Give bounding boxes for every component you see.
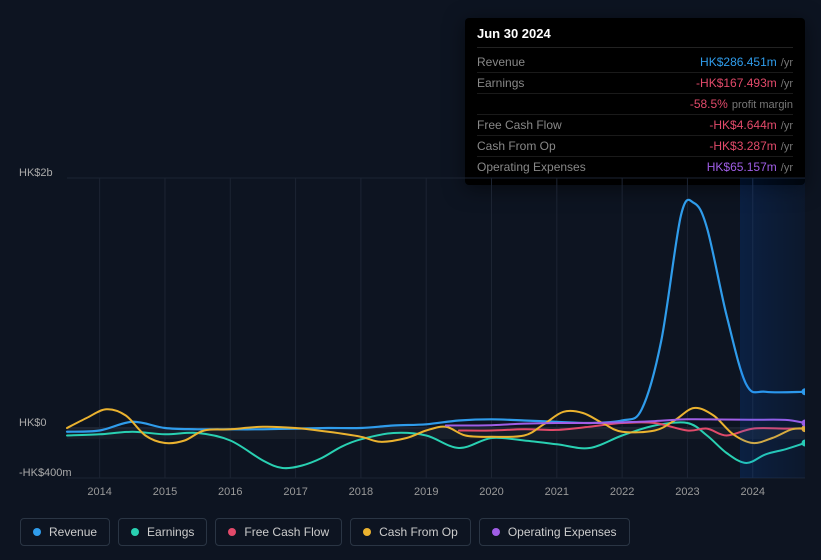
x-axis-label: 2023 xyxy=(675,486,699,498)
chart-area: HK$2bHK$0-HK$400m 2014201520162017201820… xyxy=(17,160,805,480)
legend-dot xyxy=(131,528,139,536)
legend-label: Free Cash Flow xyxy=(244,525,329,539)
x-axis-label: 2018 xyxy=(349,486,373,498)
tooltip-label: Earnings xyxy=(477,76,524,90)
series-revenue xyxy=(67,200,805,432)
legend-label: Earnings xyxy=(147,525,194,539)
legend-dot xyxy=(33,528,41,536)
x-axis-label: 2020 xyxy=(479,486,503,498)
legend-item-operating-expenses[interactable]: Operating Expenses xyxy=(479,518,630,546)
x-axis-label: 2024 xyxy=(741,486,765,498)
tooltip-label: Cash From Op xyxy=(477,139,556,153)
legend-item-revenue[interactable]: Revenue xyxy=(20,518,110,546)
tooltip-value: -HK$3.287m/yr xyxy=(709,139,793,153)
tooltip-row: Free Cash Flow -HK$4.644m/yr xyxy=(477,115,793,136)
legend-label: Operating Expenses xyxy=(508,525,617,539)
x-axis-label: 2014 xyxy=(87,486,111,498)
tooltip-row: Revenue HK$286.451m/yr xyxy=(477,52,793,73)
legend: Revenue Earnings Free Cash Flow Cash From O… xyxy=(20,518,630,546)
legend-label: Cash From Op xyxy=(379,525,458,539)
legend-item-cash-from-op[interactable]: Cash From Op xyxy=(350,518,471,546)
x-axis-label: 2017 xyxy=(283,486,307,498)
legend-dot xyxy=(492,528,500,536)
tooltip-row: Cash From Op -HK$3.287m/yr xyxy=(477,136,793,157)
x-axis-label: 2021 xyxy=(545,486,569,498)
tooltip-value: -HK$4.644m/yr xyxy=(709,118,793,132)
tooltip-value: -HK$167.493m/yr xyxy=(696,76,793,90)
x-axis-label: 2016 xyxy=(218,486,242,498)
legend-item-earnings[interactable]: Earnings xyxy=(118,518,207,546)
tooltip-row-extra: -58.5%profit margin xyxy=(477,94,793,115)
tooltip-title: Jun 30 2024 xyxy=(477,26,793,48)
tooltip-label: Free Cash Flow xyxy=(477,118,562,132)
legend-item-free-cash-flow[interactable]: Free Cash Flow xyxy=(215,518,342,546)
tooltip-row: Earnings -HK$167.493m/yr xyxy=(477,73,793,94)
tooltip-value: HK$286.451m/yr xyxy=(700,55,793,69)
x-axis-label: 2022 xyxy=(610,486,634,498)
legend-label: Revenue xyxy=(49,525,97,539)
tooltip-label: Revenue xyxy=(477,55,525,69)
legend-dot xyxy=(363,528,371,536)
x-axis-label: 2019 xyxy=(414,486,438,498)
legend-dot xyxy=(228,528,236,536)
chart-svg xyxy=(17,160,805,480)
x-axis-label: 2015 xyxy=(153,486,177,498)
